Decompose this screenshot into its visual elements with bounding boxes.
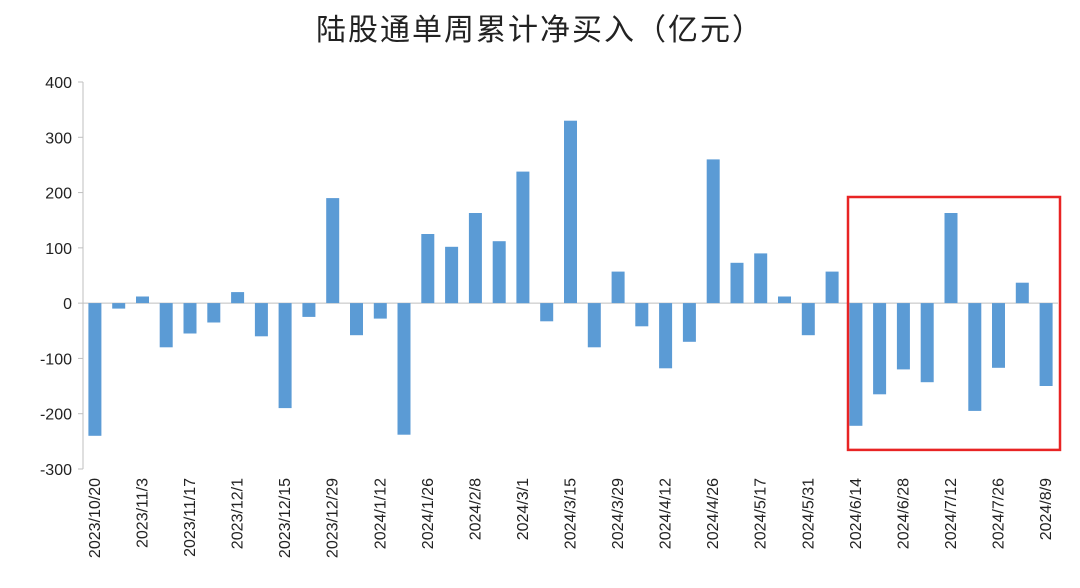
- x-tick-label: 2024/2/8: [467, 478, 484, 540]
- y-tick-label: -300: [40, 462, 72, 479]
- y-tick-label: 100: [45, 241, 72, 258]
- bar-2024/4/19: [682, 303, 696, 342]
- bar-2024/3/29: [611, 271, 625, 304]
- bar-2024/7/26: [992, 303, 1005, 368]
- bars-group: [88, 120, 1053, 436]
- x-tick-label: 2024/7/12: [943, 478, 960, 549]
- bar-2023/11/3: [136, 296, 149, 304]
- x-tick-label: 2024/4/26: [705, 478, 722, 549]
- bar-2023/11/17: [183, 303, 197, 334]
- x-tick-label: 2023/10/20: [87, 478, 104, 558]
- bar-2024/5/10: [730, 262, 744, 304]
- bar-2023/11/24: [207, 303, 221, 323]
- bar-2024/1/19: [397, 303, 411, 435]
- y-tick-label: -200: [40, 407, 72, 424]
- x-tick-label: 2024/8/9: [1038, 478, 1055, 540]
- bar-2024/6/14: [849, 303, 863, 426]
- x-tick-label: 2024/3/1: [515, 478, 532, 540]
- x-tick-label: 2024/1/26: [420, 478, 437, 549]
- highlight-box: [846, 195, 1062, 452]
- x-tick-label: 2024/7/26: [991, 478, 1008, 549]
- x-tick-label: 2024/6/14: [848, 478, 865, 549]
- bar-2024/5/24: [778, 296, 791, 304]
- x-tick-label: 2023/12/15: [277, 478, 294, 558]
- bar-2024/6/21: [873, 303, 887, 395]
- bar-2024/1/26: [421, 234, 435, 304]
- x-tick-label: 2024/3/15: [563, 478, 580, 549]
- x-tick-label: 2024/4/12: [658, 478, 675, 549]
- bar-2024/8/9: [1039, 303, 1053, 386]
- x-tick-label: 2024/5/31: [800, 478, 817, 549]
- bar-2024/1/12: [373, 303, 387, 319]
- bar-2024/3/1: [516, 171, 530, 304]
- y-tick-label: 300: [45, 130, 72, 147]
- x-tick-label: 2023/12/1: [230, 478, 247, 549]
- x-tick-label: 2024/3/29: [610, 478, 627, 549]
- bar-2024/7/12: [944, 213, 958, 304]
- bar-2024/6/7: [825, 271, 839, 304]
- bar-2024/3/15: [564, 120, 577, 304]
- y-tick-label: 0: [63, 296, 72, 313]
- bar-2024/5/17: [754, 253, 768, 304]
- y-axis: 400 300 200 100 0 -100 -200 -300: [40, 75, 84, 479]
- y-tick-label: 400: [45, 75, 72, 92]
- bar-2023/12/15: [278, 303, 292, 409]
- x-tick-label: 2024/6/28: [895, 478, 912, 549]
- bar-2024/1/5: [350, 303, 363, 336]
- bar-2024/4/5: [635, 303, 649, 327]
- bar-2023/12/8: [254, 303, 268, 337]
- bar-2024/2/2: [445, 246, 459, 304]
- chart-title: 陆股通单周累计净买入（亿元）: [316, 13, 764, 48]
- bar-2023/10/20: [88, 303, 102, 436]
- bar-2024/3/22: [587, 303, 601, 348]
- y-tick-label: 200: [45, 186, 72, 203]
- bar-2024/5/31: [801, 303, 815, 336]
- bar-2023/12/22: [302, 303, 316, 317]
- y-tick-label: -100: [40, 351, 72, 368]
- bar-2024/8/2: [1015, 282, 1029, 304]
- bar-2024/2/23: [492, 241, 506, 304]
- x-tick-label: 2024/1/12: [372, 478, 389, 549]
- x-tick-label: 2023/11/17: [182, 478, 199, 557]
- bar-2024/3/8: [540, 303, 554, 322]
- x-tick-labels: 2023/10/20 2023/11/3 2023/11/17 2023/12/1 20…: [87, 478, 1055, 558]
- bar-2024/4/26: [706, 159, 720, 304]
- bar-2023/11/10: [159, 303, 173, 348]
- bar-2024/7/5: [920, 303, 934, 383]
- bar-2023/12/1: [231, 292, 245, 304]
- bar-2024/4/12: [659, 303, 673, 369]
- x-tick-label: 2024/5/17: [753, 478, 770, 549]
- highlight-box-group: [846, 195, 1062, 452]
- bar-2023/12/29: [326, 198, 340, 304]
- x-tick-label: 2023/12/29: [325, 478, 342, 558]
- bar-2024/7/19: [968, 303, 982, 411]
- bar-2024/2/8: [468, 213, 482, 304]
- x-tick-label: 2023/11/3: [135, 478, 152, 548]
- bar-2023/10/27: [112, 303, 126, 309]
- bar-2024/6/28: [896, 303, 910, 370]
